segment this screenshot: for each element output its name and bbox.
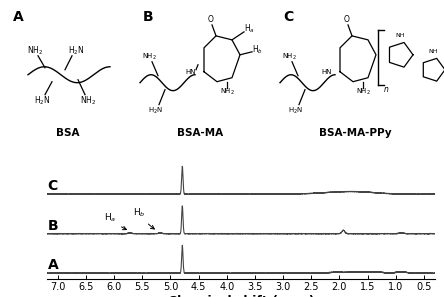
Text: B: B <box>48 219 58 233</box>
Text: H$_b$: H$_b$ <box>251 44 262 56</box>
Text: A: A <box>12 10 24 24</box>
Text: O: O <box>208 15 214 24</box>
X-axis label: Chemical shift (ppm): Chemical shift (ppm) <box>167 295 314 297</box>
Text: B: B <box>143 10 153 24</box>
Text: H$_a$: H$_a$ <box>104 212 127 230</box>
Text: NH$_2$: NH$_2$ <box>80 94 96 107</box>
Text: HN: HN <box>321 69 332 75</box>
Text: NH$_2$: NH$_2$ <box>142 52 156 62</box>
Text: NH$_2$: NH$_2$ <box>356 86 370 97</box>
Text: NH: NH <box>395 33 405 38</box>
Text: $n$: $n$ <box>383 85 389 94</box>
Text: H$_b$: H$_b$ <box>133 207 155 229</box>
Text: BSA: BSA <box>56 127 80 138</box>
Text: C: C <box>48 179 58 193</box>
Text: BSA-MA-PPy: BSA-MA-PPy <box>319 127 391 138</box>
Text: HN: HN <box>186 69 196 75</box>
Text: O: O <box>344 15 350 24</box>
Text: NH$_2$: NH$_2$ <box>219 86 234 97</box>
Text: NH: NH <box>428 49 438 54</box>
Text: NH$_2$: NH$_2$ <box>27 45 43 57</box>
Text: H$_2$N: H$_2$N <box>148 105 163 116</box>
Text: C: C <box>283 10 293 24</box>
Text: NH$_2$: NH$_2$ <box>281 52 297 62</box>
Text: H$_2$N: H$_2$N <box>289 105 304 116</box>
Text: H$_2$N: H$_2$N <box>34 94 50 107</box>
Text: A: A <box>48 258 59 272</box>
Text: H$_a$: H$_a$ <box>244 23 254 35</box>
Text: H$_2$N: H$_2$N <box>68 45 84 57</box>
Text: BSA-MA: BSA-MA <box>177 127 223 138</box>
